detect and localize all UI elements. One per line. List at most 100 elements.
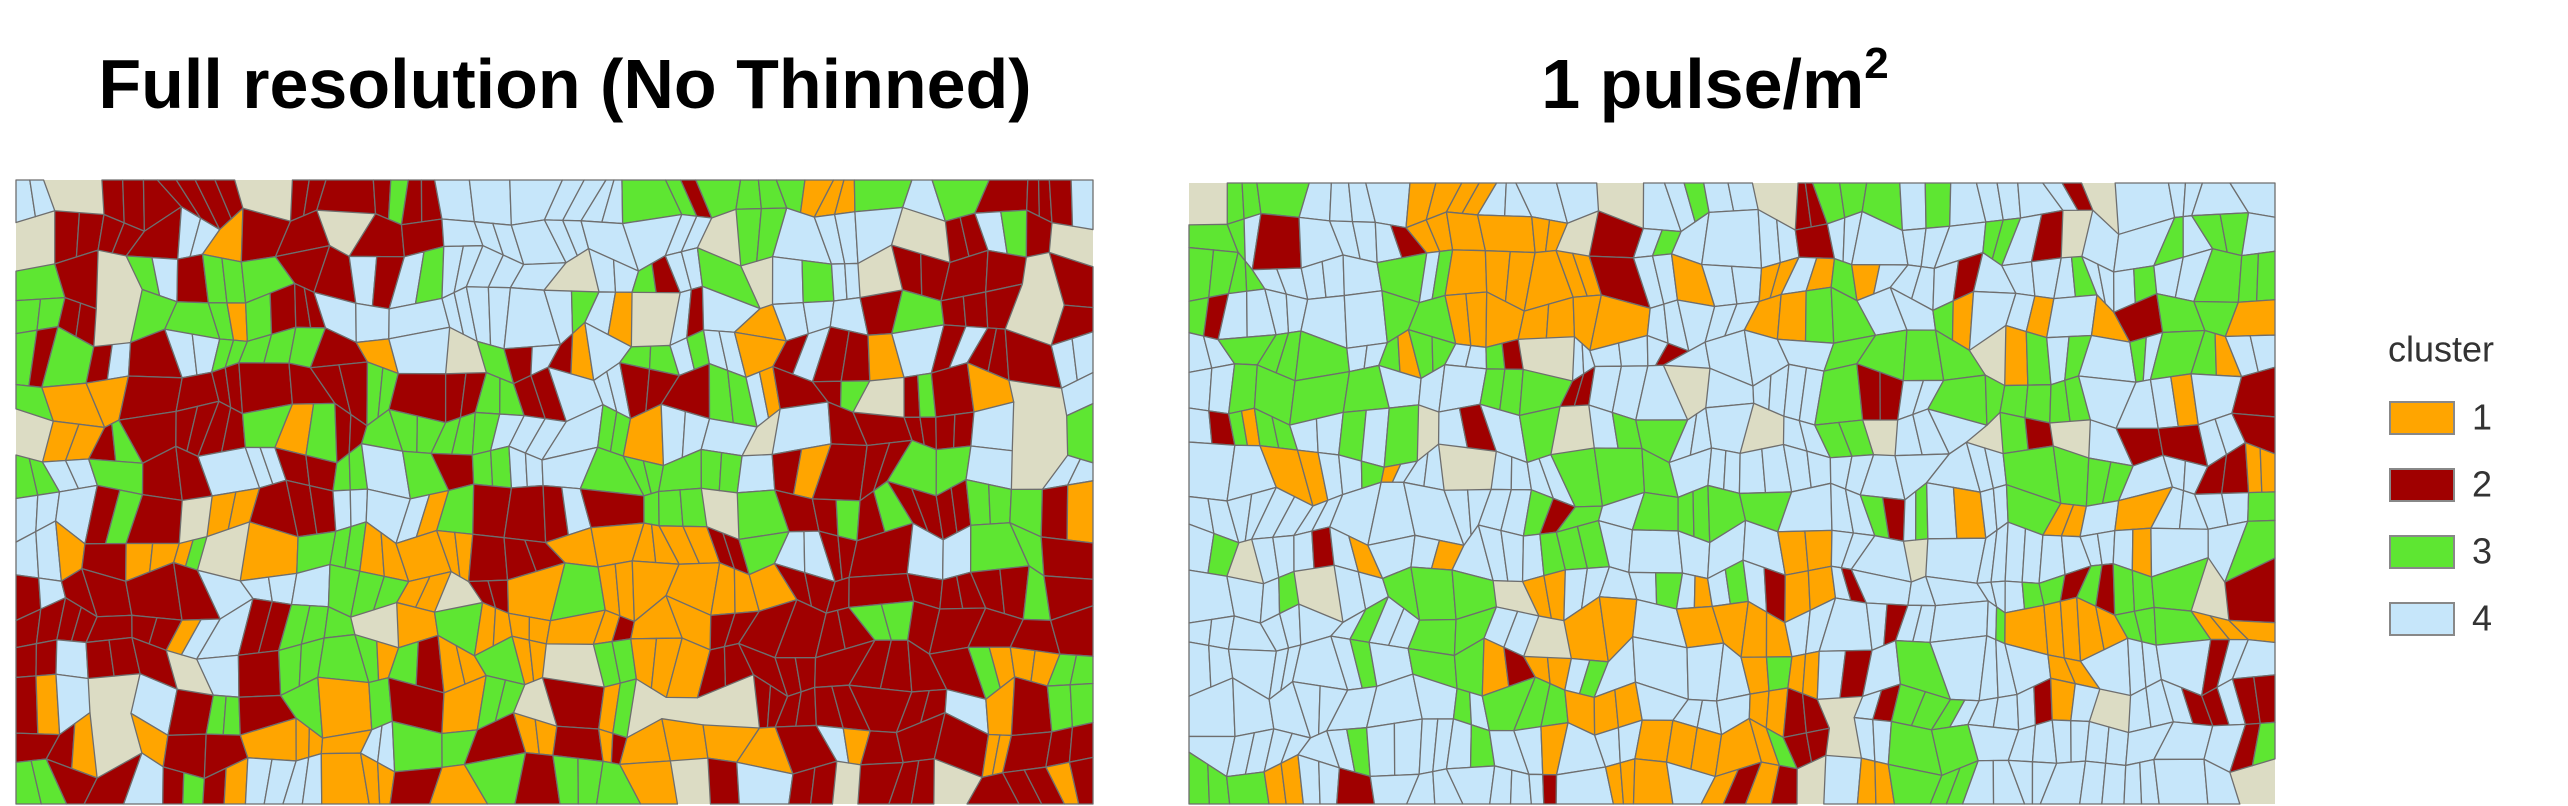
tree-crown [809,760,838,805]
tree-crown [1545,296,1576,339]
map-panel [15,179,1094,805]
tree-crown [1915,482,1929,541]
tree-crown [660,403,687,467]
legend-label: 3 [2472,531,2492,572]
tree-crown [910,758,935,805]
tree-crown [1727,182,1759,212]
tree-crown [1856,757,1877,805]
tree-crown [1628,529,1684,574]
legend: cluster 1 2 3 4 [2388,329,2494,639]
tree-crown [1692,484,1711,544]
tree-crown [349,488,369,528]
tree-crown [735,179,763,210]
tree-crown [2084,720,2110,764]
tree-crown [965,478,991,526]
tree-crown [801,259,835,304]
tree-crown [269,282,297,335]
tree-crown [835,499,861,542]
tree-crown [1066,480,1094,544]
tree-crown [2259,447,2276,493]
panel-title: Full resolution (No Thinned) [98,45,1031,123]
tree-crown [2203,758,2241,805]
tree-crown [54,210,81,265]
tree-crown [1069,682,1094,728]
tree-crown [1926,482,1958,540]
tree-crown [1801,650,1820,700]
tree-crown [508,445,528,489]
tree-crown [1410,566,1457,621]
legend-swatch [2389,468,2455,502]
tree-crown [1383,404,1420,468]
tree-crown [1293,530,1315,573]
tree-crown [1677,490,1695,538]
legend-swatch [2389,401,2455,435]
tree-crown [940,295,967,328]
tree-crown [467,533,509,583]
tree-crown [503,484,547,544]
tree-crown [2153,758,2209,805]
tree-crown [1393,718,1423,776]
tree-crown [771,255,804,305]
tree-crown [1528,773,1545,805]
tree-crown [579,488,645,529]
tree-crown [317,676,373,739]
tree-crown [1338,454,1363,496]
tree-crown [2104,726,2130,767]
tree-crown [619,760,679,805]
tree-crown [2131,527,2153,578]
tree-crown [2112,563,2136,616]
tree-crown [1068,756,1094,805]
tree-crown [2016,685,2037,731]
tree-crown [1476,214,1536,254]
tree-crown [1723,450,1741,495]
tree-crown [1226,182,1245,225]
tree-crown [355,302,390,344]
tree-crown [1343,290,1388,349]
tree-crown [1046,684,1074,733]
tree-crown [35,639,58,677]
tree-crown [316,179,377,215]
tree-crown [1040,536,1094,580]
tree-crown [55,639,89,680]
tree-crown [643,490,660,527]
tree-crown [1925,537,1987,584]
tree-crown [1509,769,1533,805]
tree-crown [15,643,38,679]
tree-crown [1992,693,2020,731]
tree-crown [2024,417,2054,451]
legend-swatch [2389,535,2455,569]
tree-crown [1730,265,1763,305]
legend-swatch [2389,602,2455,636]
tree-crown [1225,771,1270,805]
tree-crown [1823,754,1863,805]
tree-crown [2033,677,2053,726]
legend-label: 2 [2472,464,2492,505]
tree-crown [468,179,512,226]
tree-crown [1070,179,1094,231]
tree-crown [1048,179,1074,227]
tree-crown [1188,618,1213,647]
tree-crown [1776,290,1807,342]
tree-crown [1804,529,1833,572]
tree-crown [332,489,352,532]
tree-crown [1986,600,1998,641]
tree-crown [700,448,723,492]
title-text: 1 pulse/m [1541,45,1864,123]
tree-crown [2131,569,2155,612]
legend-title: cluster [2388,329,2494,370]
tree-crown [1444,249,1488,297]
map-panel [1188,182,2276,805]
tree-crown [658,489,684,527]
tree-crown [2004,580,2026,614]
tree-crown [1619,758,1636,805]
tree-crown [15,675,39,735]
tree-crown [2237,252,2260,303]
tree-crown [2046,294,2098,339]
tree-crown [1365,722,1396,778]
tree-crown [1738,448,1767,495]
tree-crown [1542,773,1558,805]
tree-crown [2101,762,2127,805]
tree-crown [2244,441,2263,494]
tree-crown [1251,212,1302,271]
tree-crown [2247,491,2276,522]
